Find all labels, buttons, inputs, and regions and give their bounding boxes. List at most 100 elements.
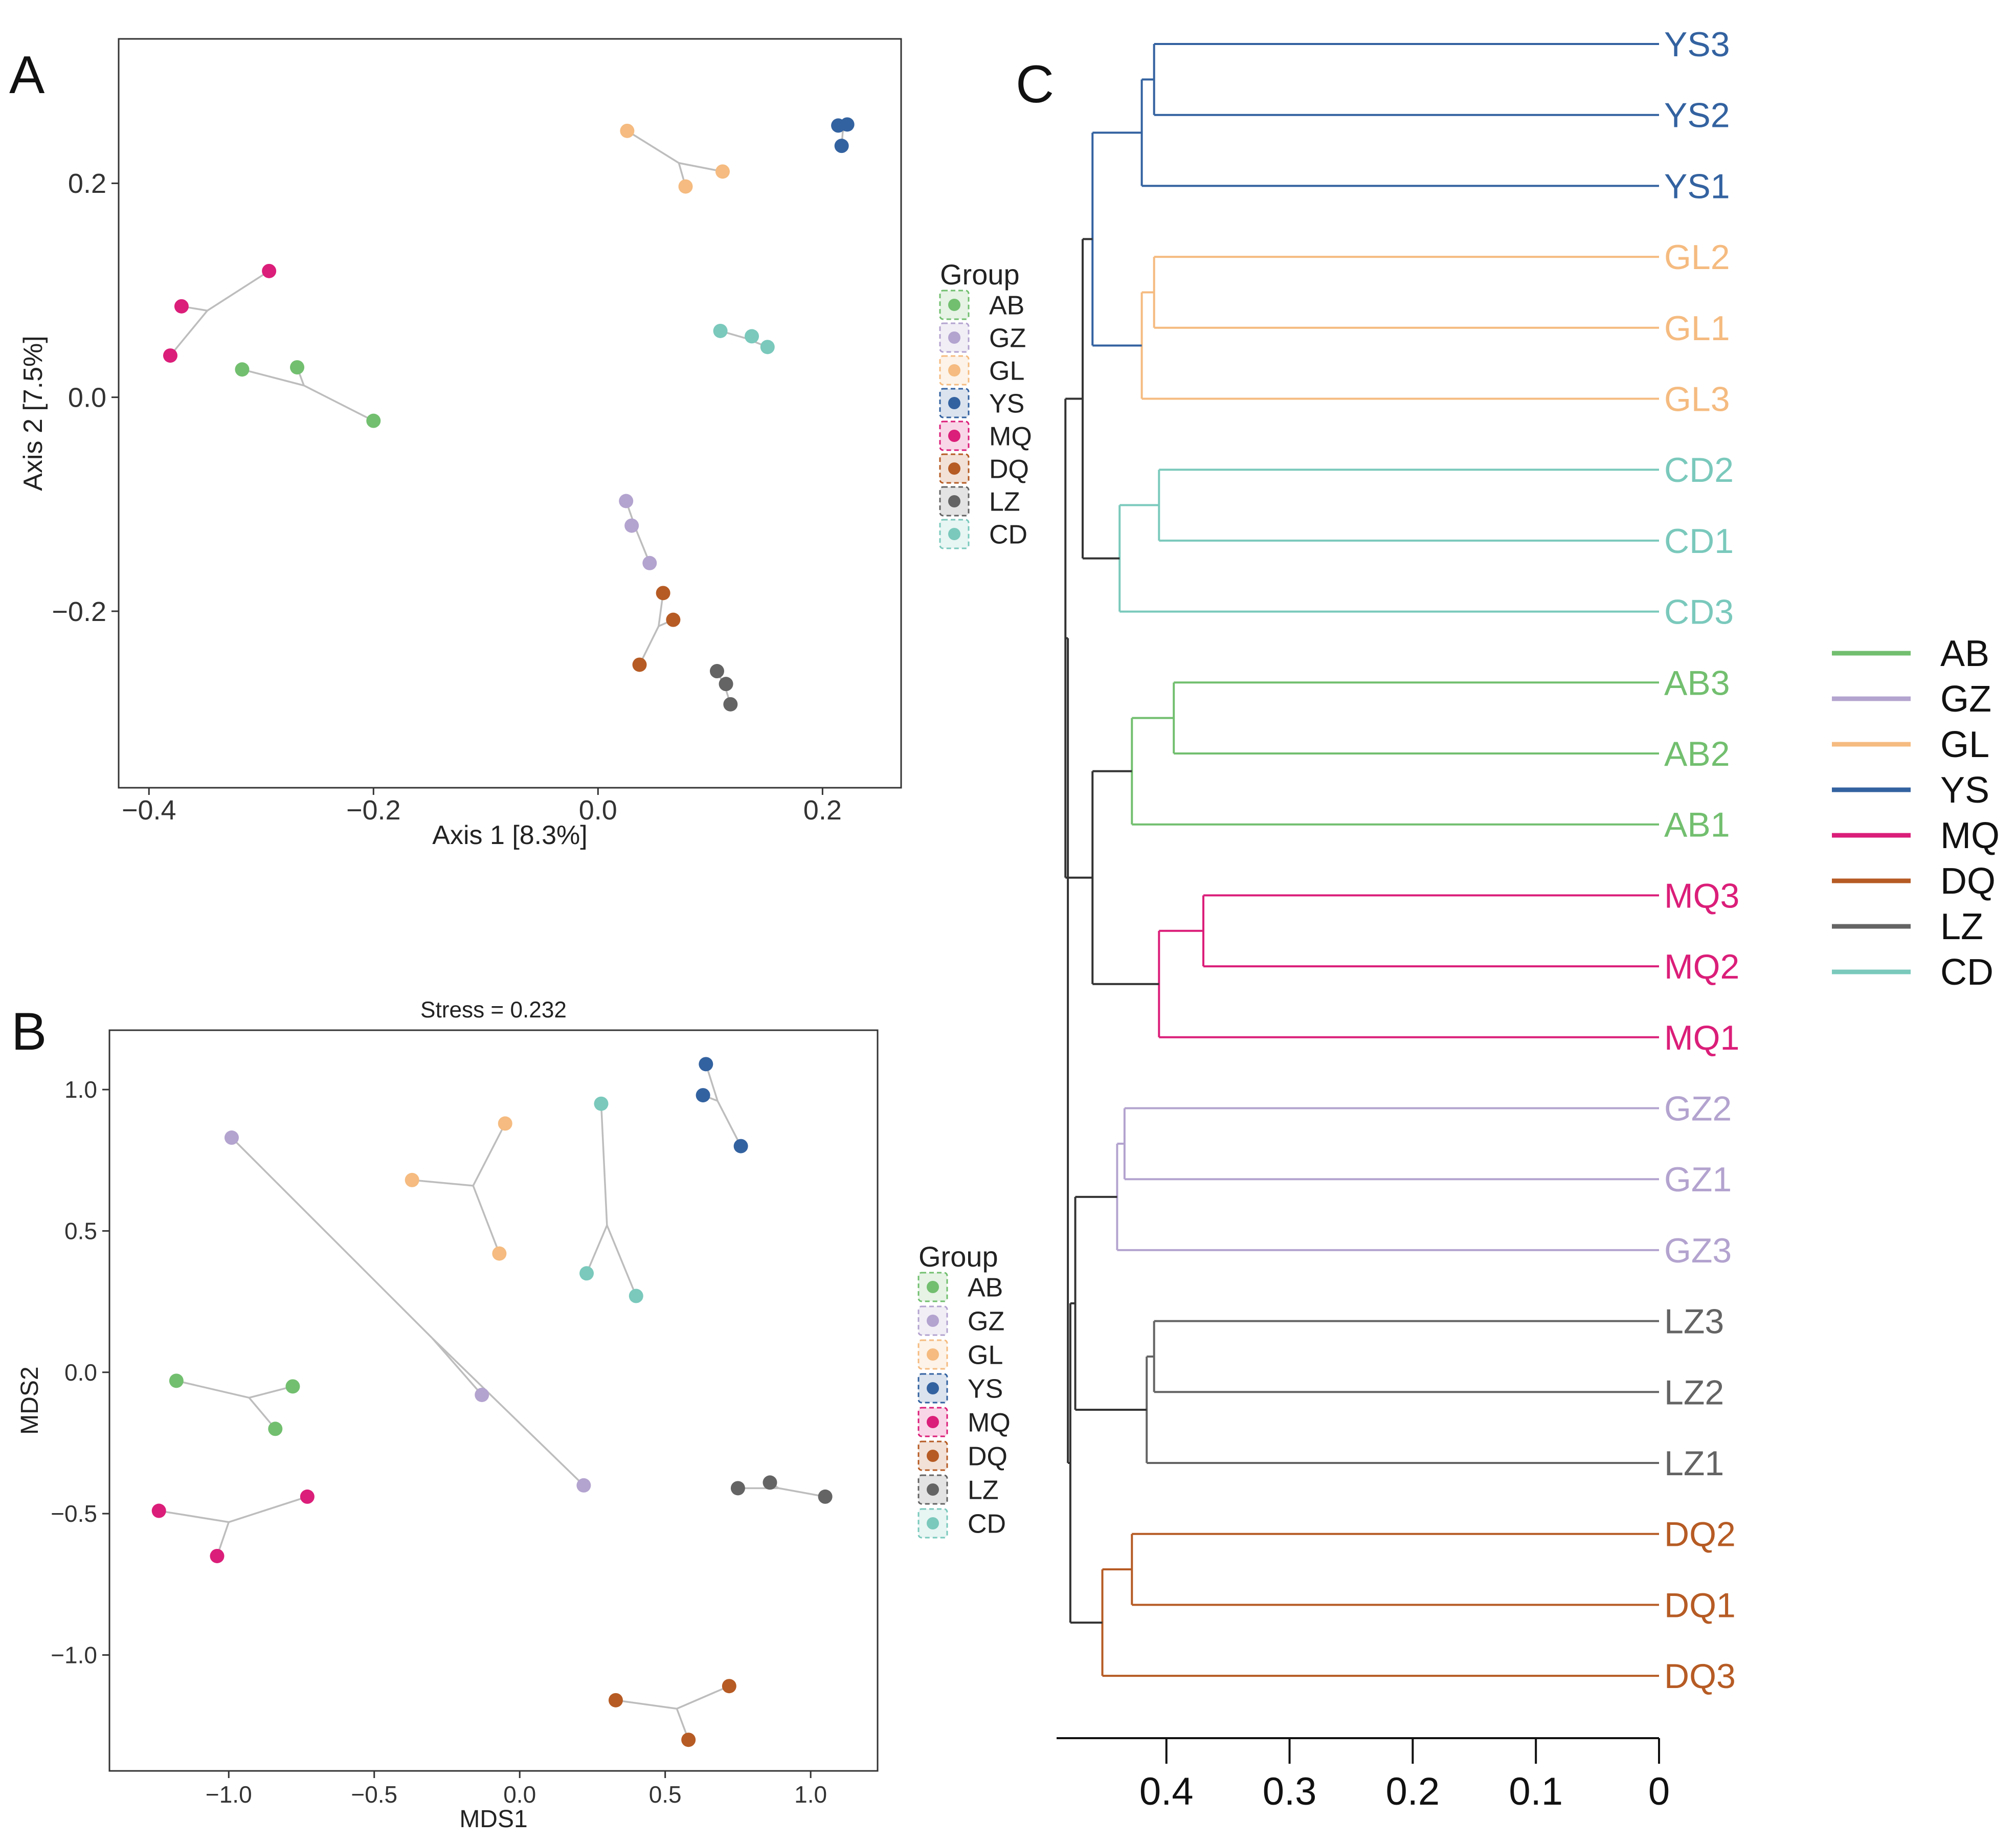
x-tick-label: 0.5	[649, 1781, 682, 1808]
data-point-gl	[492, 1246, 507, 1261]
legend-dot-ab	[927, 1281, 939, 1293]
plot-frame	[118, 38, 902, 789]
legend-label-gz: GZ	[1940, 679, 1991, 720]
panel-label-c: C	[1016, 55, 1054, 114]
legend-dot-lz	[927, 1483, 939, 1496]
spider-line-ys	[716, 1100, 742, 1147]
data-point-cd	[760, 340, 775, 354]
spider-line-ab	[176, 1380, 250, 1399]
leaf-label-dq2: DQ2	[1664, 1515, 1736, 1554]
data-point-ab	[235, 362, 250, 377]
legend-dot-ys	[927, 1382, 939, 1394]
data-point-ab	[290, 360, 305, 375]
spider-line-gz	[432, 1338, 585, 1486]
legend-dot-cd	[927, 1517, 939, 1529]
leaf-label-lz3: LZ3	[1664, 1302, 1724, 1341]
leaf-label-cd3: CD3	[1664, 593, 1734, 632]
leaf-label-mq2: MQ2	[1664, 947, 1739, 986]
data-point-dq	[608, 1693, 623, 1707]
x-axis-label: Axis 1 [8.3%]	[432, 820, 587, 850]
data-point-cd	[629, 1289, 643, 1303]
data-point-gl	[678, 179, 693, 194]
spider-line-dq	[615, 1699, 677, 1710]
y-axis-label: Axis 2 [7.5%]	[18, 336, 48, 491]
data-point-gz	[576, 1478, 591, 1493]
legend-dot-mq	[927, 1416, 939, 1428]
spider-line-gl	[679, 162, 723, 173]
data-point-mq	[174, 299, 189, 314]
legend-label-ab: AB	[1940, 633, 1989, 674]
chart-title: Stress = 0.232	[420, 997, 567, 1023]
leaf-label-gl1: GL1	[1664, 309, 1730, 348]
data-point-lz	[818, 1489, 833, 1504]
spider-line-gz	[432, 1338, 483, 1396]
legend-label-cd: CD	[1940, 952, 1993, 993]
y-tick-label: −0.2	[52, 596, 106, 627]
panel-c: C YS3 YS2 YS1 GL2 GL1 GL3 CD2 CD1 CD3 AB3 AB2 AB1 MQ3…	[1016, 25, 2000, 1813]
data-point-dq	[656, 586, 670, 601]
data-point-ab	[285, 1379, 300, 1394]
data-point-mq	[300, 1489, 315, 1504]
data-point-ab	[169, 1373, 184, 1388]
data-point-dq	[632, 657, 647, 672]
leaf-label-ab2: AB2	[1664, 735, 1730, 773]
spider-line-mq	[207, 270, 270, 312]
x-tick-label: 0.0	[503, 1781, 536, 1808]
leaf-label-dq3: DQ3	[1664, 1657, 1736, 1696]
legend-dot-ab	[948, 299, 960, 311]
x-tick-label: −0.5	[351, 1781, 397, 1808]
data-point-ys	[834, 139, 849, 153]
spider-line-gl	[472, 1123, 506, 1186]
spider-line-mq	[159, 1510, 229, 1523]
data-point-gl	[620, 123, 635, 138]
data-point-ys	[840, 117, 855, 132]
data-point-gz	[224, 1130, 239, 1145]
legend-dot-gz	[948, 331, 960, 344]
data-point-gz	[619, 494, 634, 508]
leaf-label-ys3: YS3	[1664, 25, 1730, 64]
y-tick-label: 0.0	[68, 383, 106, 413]
data-point-dq	[722, 1679, 736, 1694]
distance-tick-label: 0.2	[1386, 1770, 1440, 1813]
data-point-mq	[262, 263, 277, 278]
legend-label-cd: CD	[968, 1510, 1006, 1539]
legend-dot-mq	[948, 430, 960, 442]
legend-label-dq: DQ	[1940, 861, 1996, 902]
leaf-label-dq1: DQ1	[1664, 1586, 1736, 1625]
y-tick-label: 0.5	[64, 1217, 97, 1244]
legend-label-lz: LZ	[1940, 906, 1983, 947]
leaf-label-mq1: MQ1	[1664, 1018, 1739, 1057]
leaf-label-mq3: MQ3	[1664, 876, 1739, 915]
leaf-label-gl3: GL3	[1664, 380, 1730, 419]
spider-line-dq	[638, 626, 660, 665]
legend-label-mq: MQ	[1940, 815, 2000, 856]
data-point-gl	[405, 1172, 419, 1187]
leaf-label-lz2: LZ2	[1664, 1373, 1724, 1412]
panel-label-b: B	[11, 1002, 47, 1061]
data-point-ab	[366, 413, 381, 428]
legend-dot-ys	[948, 397, 960, 409]
data-point-gz	[624, 518, 639, 533]
y-tick-label: −1.0	[51, 1642, 97, 1669]
legend-label-ab: AB	[968, 1273, 1003, 1303]
data-point-ab	[268, 1422, 283, 1436]
spider-line-ab	[303, 385, 374, 422]
legend-dot-cd	[948, 528, 960, 540]
data-point-ys	[696, 1088, 710, 1103]
leaf-label-ys2: YS2	[1664, 96, 1730, 135]
y-tick-label: 0.2	[68, 168, 106, 199]
legend-dot-dq	[948, 462, 960, 475]
data-point-lz	[719, 677, 733, 692]
legend-label-lz: LZ	[989, 487, 1020, 517]
distance-tick-label: 0.3	[1263, 1770, 1317, 1813]
legend-dot-gl	[948, 364, 960, 376]
data-point-lz	[730, 1481, 745, 1496]
distance-tick-label: 0	[1648, 1770, 1670, 1813]
data-point-cd	[594, 1096, 609, 1111]
panel-label-a: A	[9, 46, 45, 105]
data-point-lz	[710, 664, 724, 679]
legend-dot-gl	[927, 1348, 939, 1361]
x-axis-label: MDS1	[459, 1806, 527, 1833]
data-point-mq	[210, 1548, 225, 1563]
x-tick-label: −1.0	[206, 1781, 252, 1808]
